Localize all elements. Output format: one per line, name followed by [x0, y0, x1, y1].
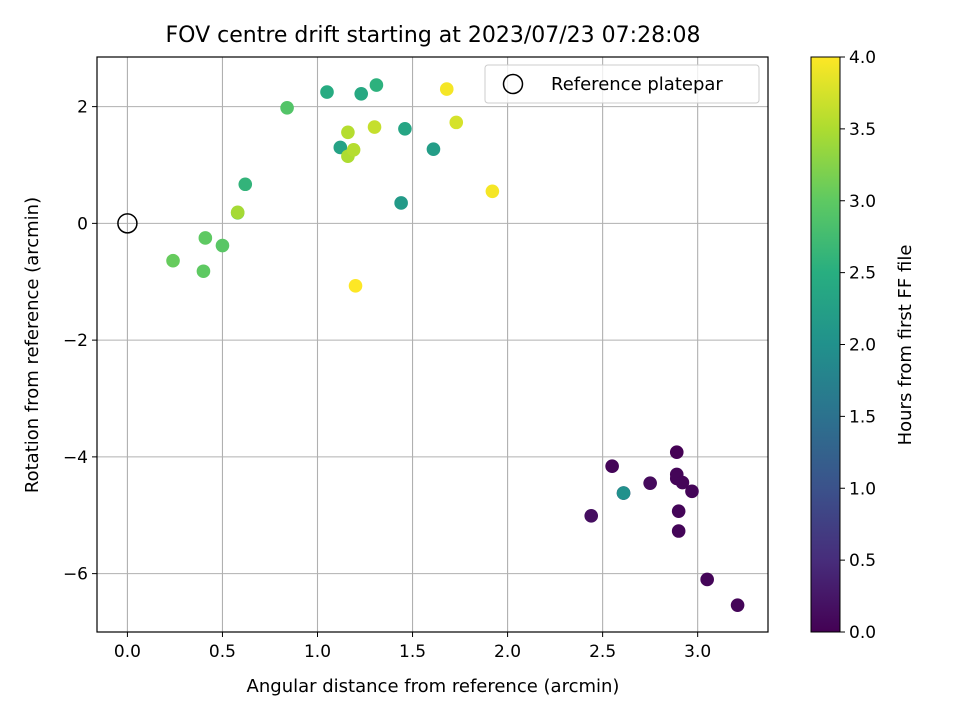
data-point: [333, 140, 348, 155]
colorbar-tick-label: 2.5: [849, 264, 876, 284]
reference-layer: [117, 213, 138, 234]
data-point: [616, 486, 631, 500]
colorbar-tick-label: 0.0: [849, 623, 876, 643]
reference-platepar-marker: [117, 213, 138, 234]
chart-title: FOV centre drift starting at 2023/07/23 …: [166, 23, 701, 48]
colorbar-tick-label: 0.5: [849, 551, 876, 571]
data-point: [341, 125, 355, 140]
data-points: [166, 78, 745, 612]
x-axis-ticks: 0.0 0.5 1.0 1.5 2.0 2.5 3.0: [114, 632, 711, 662]
data-point: [354, 86, 369, 101]
data-point: [669, 445, 684, 460]
data-point: [367, 120, 382, 134]
data-point: [320, 85, 334, 99]
x-tick-label: 2.0: [494, 642, 521, 662]
legend-marker-reference: [502, 73, 524, 95]
data-point: [196, 264, 211, 279]
data-point: [369, 78, 384, 92]
colorbar-tick-label: 1.5: [849, 407, 876, 427]
data-point: [426, 142, 441, 157]
data-point: [439, 82, 454, 96]
data-point: [671, 524, 686, 538]
x-tick-label: 2.5: [589, 642, 616, 662]
colorbar: 0.0 0.5 1.0 1.5 2.0 2.5 3.0 3.5 4.0 Hours from f…: [810, 48, 916, 643]
colorbar-ticks: 0.0 0.5 1.0 1.5 2.0 2.5 3.0 3.5 4.0: [840, 48, 876, 643]
data-point: [671, 504, 686, 518]
data-point: [215, 238, 230, 253]
data-point: [700, 572, 714, 587]
colorbar-tick-label: 3.5: [849, 120, 876, 140]
colorbar-tick-label: 2.0: [849, 336, 876, 356]
plot-frame: [96, 56, 769, 633]
y-axis-label: Rotation from reference (arcmin): [22, 197, 43, 493]
legend-label-reference: Reference platepar: [551, 74, 723, 95]
data-point: [230, 205, 245, 220]
x-axis-label: Angular distance from reference (arcmin): [247, 676, 620, 697]
data-point: [643, 476, 657, 490]
data-point: [675, 475, 690, 490]
legend: Reference platepar: [484, 64, 760, 104]
data-point: [280, 100, 294, 115]
data-point: [485, 184, 500, 199]
colorbar-tick-label: 1.0: [849, 479, 876, 499]
data-point: [449, 115, 464, 130]
x-tick-label: 0.0: [114, 642, 141, 662]
data-point: [394, 196, 408, 210]
y-tick-label: 2: [77, 98, 88, 118]
colorbar-tick-label: 3.0: [849, 192, 876, 212]
y-tick-label: −2: [63, 331, 88, 351]
data-point: [605, 459, 619, 474]
y-axis-ticks: 2 0 −2 −4 −6: [63, 98, 97, 585]
data-point: [166, 253, 180, 268]
data-point: [346, 143, 361, 157]
colorbar-tick-label: 4.0: [849, 48, 876, 68]
x-tick-label: 3.0: [684, 642, 711, 662]
data-point: [685, 484, 699, 499]
data-point: [238, 177, 253, 192]
data-point: [348, 279, 363, 293]
x-tick-label: 1.5: [399, 642, 426, 662]
y-tick-label: 0: [77, 214, 88, 234]
data-point: [198, 231, 213, 245]
x-tick-label: 0.5: [209, 642, 236, 662]
colorbar-gradient: [810, 56, 841, 633]
data-point: [584, 509, 599, 523]
colorbar-label: Hours from first FF file: [895, 245, 916, 446]
y-tick-label: −4: [63, 448, 88, 468]
grid: [97, 57, 768, 632]
data-point: [398, 122, 412, 136]
legend-box: [484, 64, 760, 104]
data-point: [730, 598, 745, 612]
x-tick-label: 1.0: [304, 642, 331, 662]
y-tick-label: −6: [63, 565, 88, 585]
